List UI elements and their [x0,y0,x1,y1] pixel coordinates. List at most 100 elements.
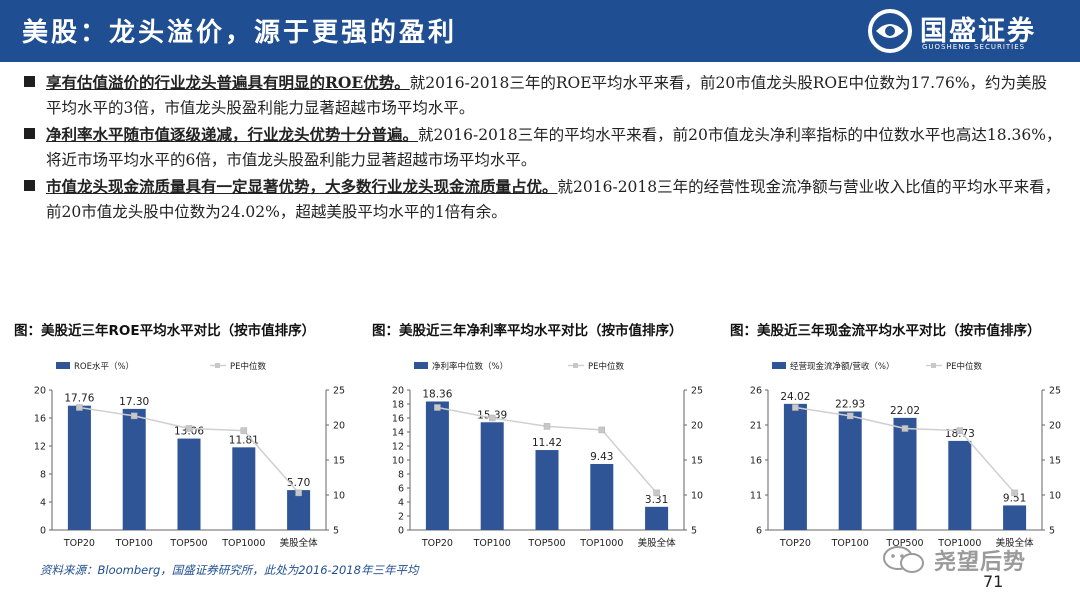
legend-marker [931,363,936,368]
y-tick-label: 4 [40,498,46,509]
x-tick-label: TOP20 [779,538,811,549]
x-tick-label: TOP100 [473,538,511,549]
pe-marker [295,489,302,497]
bar [590,463,614,530]
y-tick-label: 10 [392,456,404,467]
bullet-highlight: 享有估值溢价的行业龙头普遍具有明显的ROE优势。 [46,73,410,92]
chart-cashflow: 图：美股近三年现金流平均水平对比（按市值排序） 经营现金流净额/营收（%） PE中… [730,322,1075,562]
bar [425,401,449,530]
bar [893,417,917,530]
x-tick-label: TOP20 [421,538,453,549]
legend-label: PE中位数 [946,361,982,372]
x-tick-label: 美股全体 [638,537,677,549]
chart-svg: 净利率中位数（%） PE中位数 0 2 4 6 8 10 12 14 16 18 20 5 10 15 20 25… [392,361,703,549]
bullet-highlight: 净利率水平随市值逐级递减，行业龙头优势十分普遍。 [46,125,419,144]
legend-label: PE中位数 [588,361,624,372]
y-tick-label: 8 [40,470,46,481]
bullet-square-icon [24,76,35,87]
data-label: 17.76 [64,393,94,405]
bullet-text: 就2016-2018三年的ROE平均水平来看，前20市值龙头股ROE中位数为17… [46,74,1048,117]
data-label: 18.36 [422,388,452,400]
pe-marker [240,427,248,434]
bar [177,438,201,530]
pe-marker [434,404,441,411]
y2-tick-label: 25 [1049,386,1061,397]
pe-marker [1011,489,1018,497]
pe-marker [846,412,854,420]
bar [287,490,311,530]
pe-marker [76,404,83,411]
chart-title: 图：美股近三年现金流平均水平对比（按市值排序） [730,323,1041,339]
x-tick-label: TOP500 [169,538,207,549]
y-tick-label: 12 [34,442,46,453]
y2-tick-label: 5 [1049,526,1055,537]
y-tick-label: 16 [34,414,46,425]
y2-tick-label: 15 [691,456,703,467]
data-label: 22.93 [835,398,865,410]
bar [645,506,669,530]
pe-marker [598,426,606,434]
data-label: 3.31 [645,494,668,506]
bullet-square-icon [24,128,35,139]
bar [122,408,146,530]
pe-marker [130,412,138,420]
x-tick-label: TOP1000 [221,538,265,549]
pe-marker [653,489,660,497]
y-tick-label: 2 [398,512,404,523]
source-note: 资料来源：Bloomberg，国盛证券研究所，此处为2016-2018年三年平均 [40,563,419,577]
x-tick-label: TOP500 [885,538,923,549]
logo-mark-icon [868,9,912,53]
bar [948,440,972,530]
company-logo: 国盛证券 GUOSHENG SECURITIES [868,6,1068,58]
bar [67,405,91,530]
bar [838,411,862,530]
y2-tick-label: 20 [691,421,703,432]
y-tick-label: 18 [392,400,404,411]
y-tick-label: 26 [750,386,762,397]
data-label: 22.02 [890,405,920,417]
bullet-item: 净利率水平随市值逐级递减，行业龙头优势十分普遍。就2016-2018三年的平均水… [22,122,1062,173]
bullet-text: 就2016-2018三年的平均水平来看，前20市值龙头净利率指标的中位数水平也高… [46,126,1062,169]
logo-subtext: GUOSHENG SECURITIES [922,43,1026,51]
x-tick-label: TOP20 [63,538,95,549]
data-label: 11.42 [532,437,562,449]
y-tick-label: 4 [398,498,404,509]
bar [1003,505,1027,530]
y2-tick-label: 10 [1049,491,1061,502]
bar [535,450,559,530]
legend-label: ROE水平（%） [74,361,134,372]
chart-roe: 图：美股近三年ROE平均水平对比（按市值排序） ROE水平（%） PE中位数 0 4 8… [14,322,359,562]
legend-swatch-bars [414,362,428,369]
y-tick-label: 6 [756,526,762,537]
bullet-list: 享有估值溢价的行业龙头普遍具有明显的ROE优势。就2016-2018三年的ROE… [22,70,1062,226]
x-tick-label: TOP500 [527,538,565,549]
y-tick-label: 0 [398,526,404,537]
legend-label: 净利率中位数（%） [432,361,508,372]
page-number: 71 [983,572,1004,591]
y2-tick-label: 15 [333,456,345,467]
pe-marker [185,425,193,432]
bullet-item: 市值龙头现金流质量具有一定显著优势，大多数行业龙头现金流质量占优。就2016-2… [22,174,1062,225]
legend-label: 经营现金流净额/营收（%） [790,361,894,372]
watermark-text: 尧望后势 [934,550,1027,575]
bullet-item: 享有估值溢价的行业龙头普遍具有明显的ROE优势。就2016-2018三年的ROE… [22,70,1062,121]
pe-marker [543,423,551,430]
y2-tick-label: 5 [691,526,697,537]
chart-title: 图：美股近三年净利率平均水平对比（按市值排序） [372,323,683,339]
y-tick-label: 6 [398,484,404,495]
y-tick-label: 12 [392,442,404,453]
legend-swatch-bars [772,362,786,369]
bullet-square-icon [24,180,35,191]
y2-tick-label: 10 [333,491,345,502]
chart-title: 图：美股近三年ROE平均水平对比（按市值排序） [14,323,316,339]
y-tick-label: 20 [34,386,46,397]
pe-marker [901,425,909,432]
x-tick-label: TOP100 [831,538,869,549]
watermark: 尧望后势 [880,542,1050,576]
y2-tick-label: 25 [691,386,703,397]
bullet-highlight: 市值龙头现金流质量具有一定显著优势，大多数行业龙头现金流质量占优。 [46,177,558,196]
data-label: 9.51 [1003,492,1026,504]
bullet-text: 就2016-2018三年的经营性现金流净额与营业收入比值的平均水平来看，前20市… [46,178,1061,221]
y-tick-label: 16 [392,414,404,425]
y2-tick-label: 20 [333,421,345,432]
